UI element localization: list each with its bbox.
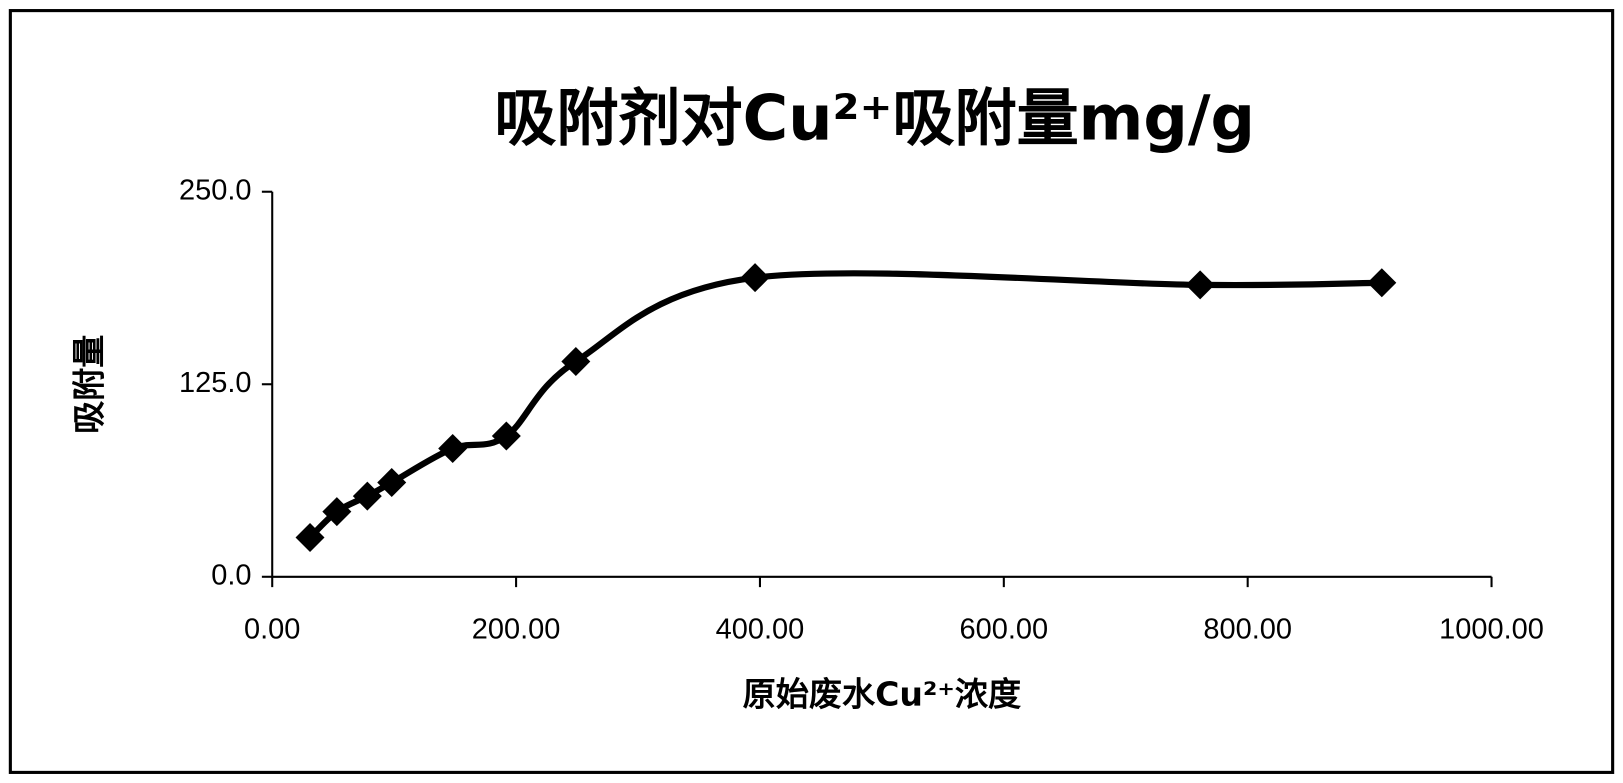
data-point: [1367, 268, 1397, 298]
data-point: [322, 497, 352, 527]
x-tick-label: 800.00: [1203, 613, 1292, 645]
x-tick-label: 600.00: [960, 613, 1049, 645]
data-point: [491, 421, 521, 451]
data-point: [1185, 270, 1215, 300]
data-point: [740, 263, 770, 293]
x-tick-label: 0.00: [244, 613, 300, 645]
data-point: [438, 433, 468, 463]
chart-frame: [8, 9, 1615, 774]
x-tick-label: 1000.00: [1439, 613, 1544, 645]
chart-title: 吸附剂对Cu²⁺吸附量mg/g: [494, 81, 1255, 154]
data-point: [352, 481, 382, 511]
x-tick-label: 400.00: [716, 613, 805, 645]
data-point: [561, 346, 591, 376]
x-axis-label: 原始废水Cu²⁺浓度: [743, 674, 1022, 713]
y-axis-label: 吸附量: [70, 335, 109, 434]
y-tick-label: 125.0: [179, 367, 252, 399]
x-tick-label: 200.00: [472, 613, 561, 645]
y-tick-label: 250.0: [179, 174, 252, 206]
data-point: [377, 468, 407, 498]
data-point: [295, 523, 325, 552]
y-tick-label: 0.0: [211, 559, 251, 591]
